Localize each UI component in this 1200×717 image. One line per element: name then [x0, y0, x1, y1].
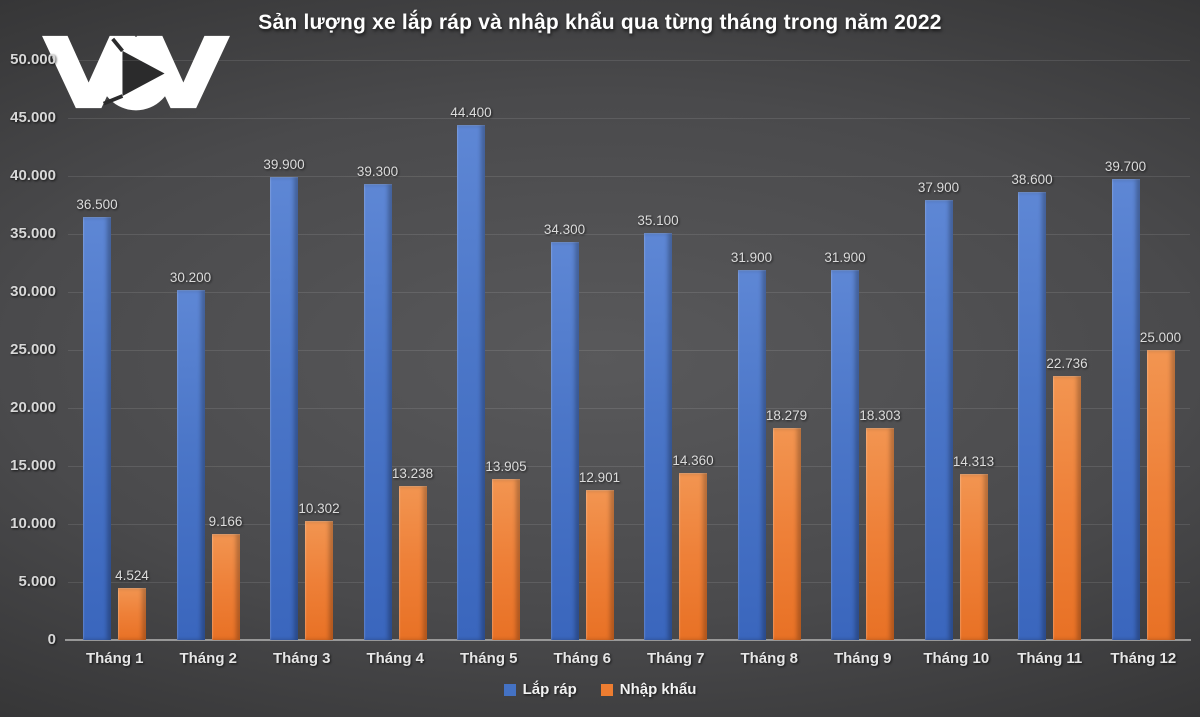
- y-tick-label: 15.000: [10, 457, 56, 474]
- bar-lap-rap-4: [363, 184, 392, 640]
- x-tick-label: Tháng 1: [85, 650, 144, 667]
- bar-nhap-khau-2: [211, 533, 240, 640]
- x-tick-label: Tháng 2: [179, 650, 237, 667]
- x-tick-label: Tháng 6: [553, 650, 611, 667]
- legend-swatch-nhap-khau: [600, 683, 613, 696]
- chart-title: Sản lượng xe lắp ráp và nhập khẩu qua từ…: [258, 11, 942, 34]
- bar-nhap-khau-11: [1053, 376, 1081, 640]
- gridline: [68, 60, 1190, 61]
- bar-lap-rap-2: [176, 289, 205, 640]
- y-tick-label: 45.000: [10, 109, 56, 126]
- data-label: 38.600: [1011, 172, 1053, 188]
- data-label: 39.700: [1104, 159, 1147, 175]
- data-label: 22.736: [1046, 356, 1088, 372]
- bar-nhap-khau-1: [118, 587, 146, 640]
- x-tick-label: Tháng 11: [1017, 650, 1083, 667]
- data-label: 14.360: [672, 453, 714, 469]
- bar-nhap-khau-10: [959, 473, 988, 640]
- data-label: 13.905: [485, 458, 527, 474]
- gridline: [68, 234, 1190, 235]
- gridline: [68, 524, 1190, 525]
- bar-lap-rap-12: [1111, 179, 1140, 640]
- data-label: 9.166: [208, 513, 243, 529]
- legend-label-lap-rap: Lắp ráp: [522, 681, 577, 698]
- data-label: 10.302: [298, 500, 340, 516]
- data-label: 36.500: [76, 196, 118, 212]
- data-label: 14.313: [952, 453, 995, 469]
- data-label: 35.100: [637, 212, 679, 228]
- bar-lap-rap-6: [550, 242, 579, 640]
- data-label: 34.300: [543, 222, 586, 238]
- vov-logo-graphic: [42, 35, 230, 111]
- bar-lap-rap-9: [831, 269, 859, 640]
- x-axis-line: [65, 639, 1191, 641]
- y-tick-label: 20.000: [10, 399, 56, 416]
- y-tick-label: 5.000: [18, 573, 56, 590]
- data-label: 25.000: [1139, 330, 1182, 345]
- y-tick-label: 30.000: [10, 283, 56, 300]
- gridline: [68, 408, 1190, 409]
- bar-nhap-khau-5: [492, 478, 520, 640]
- gridline: [68, 176, 1190, 177]
- bar-nhap-khau-6: [585, 490, 614, 640]
- legend-item-nhap-khau: Nhập khẩu: [600, 681, 697, 698]
- plot-area: 36.500 30.200 39.900 39.300 44.400 34.300 35.1…: [65, 60, 1191, 641]
- data-label: 4.524: [115, 567, 149, 583]
- bar-lap-rap-8: [737, 269, 766, 640]
- vov-logo: [42, 32, 230, 118]
- data-label: 18.279: [765, 407, 808, 423]
- data-label: 39.300: [356, 164, 399, 180]
- gridline: [68, 466, 1190, 467]
- bar-lap-rap-1: [83, 216, 111, 640]
- y-tick-label: 35.000: [10, 225, 56, 242]
- y-tick-label: 10.000: [10, 515, 56, 532]
- data-label: 39.900: [263, 157, 305, 173]
- x-tick-label: Tháng 5: [459, 650, 518, 667]
- bar-lap-rap-10: [924, 200, 953, 640]
- data-label: 44.400: [450, 104, 492, 120]
- y-tick-label: 50.000: [10, 51, 56, 68]
- data-label: 31.900: [730, 249, 773, 265]
- y-tick-label: 25.000: [10, 341, 56, 358]
- y-tick-label: 0: [47, 631, 56, 648]
- x-tick-label: Tháng 10: [923, 650, 990, 667]
- bar-nhap-khau-8: [772, 427, 801, 640]
- data-label: 18.303: [859, 407, 901, 423]
- bar-lap-rap-11: [1018, 192, 1046, 640]
- x-tick-label: Tháng 9: [833, 650, 892, 667]
- x-tick-label: Tháng 3: [272, 650, 331, 667]
- bar-lap-rap-5: [457, 124, 485, 640]
- x-tick-label: Tháng 12: [1110, 650, 1177, 667]
- y-tick-label: 40.000: [10, 167, 56, 184]
- legend-label-nhap-khau: Nhập khẩu: [619, 681, 697, 698]
- data-label: 31.900: [824, 249, 866, 265]
- bar-nhap-khau-3: [305, 520, 333, 640]
- gridline: [68, 118, 1190, 119]
- data-label: 30.200: [169, 269, 212, 285]
- legend: Lắp ráp Nhập khẩu: [0, 681, 1200, 698]
- x-tick-label: Tháng 8: [740, 650, 798, 667]
- x-tick-label: Tháng 7: [646, 650, 705, 667]
- data-label: 12.901: [578, 470, 621, 486]
- bar-nhap-khau-4: [398, 486, 427, 640]
- bar-nhap-khau-12: [1146, 350, 1175, 640]
- legend-swatch-lap-rap: [503, 683, 516, 696]
- x-tick-label: Tháng 4: [366, 650, 424, 667]
- bar-lap-rap-3: [270, 177, 298, 640]
- bar-nhap-khau-9: [866, 427, 894, 640]
- gridline: [68, 582, 1190, 583]
- gridline: [68, 292, 1190, 293]
- gridline: [68, 350, 1190, 351]
- legend-item-lap-rap: Lắp ráp: [503, 681, 577, 698]
- data-label: 37.900: [917, 180, 960, 196]
- bar-nhap-khau-7: [679, 473, 707, 640]
- data-label: 13.238: [391, 466, 434, 482]
- bar-lap-rap-7: [644, 232, 672, 640]
